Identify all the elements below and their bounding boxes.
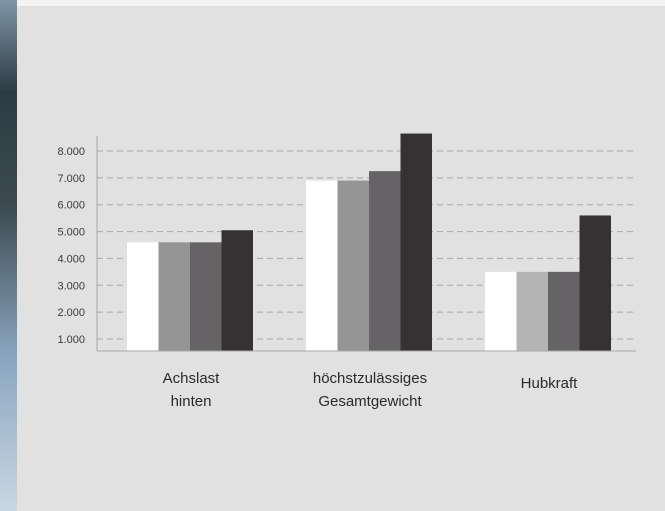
category-label: Achslast bbox=[163, 370, 221, 387]
y-tick-label: 3.000 bbox=[57, 280, 85, 292]
bar bbox=[306, 180, 338, 351]
bar bbox=[221, 230, 253, 351]
bar-chart: 1.000 2.000 3.000 4.000 5.000 6.000 7.000 8.000… bbox=[57, 133, 636, 410]
bar bbox=[337, 180, 369, 351]
top-border bbox=[17, 0, 665, 6]
background-photo-strip bbox=[0, 0, 17, 511]
bar bbox=[579, 215, 611, 351]
bar bbox=[127, 242, 159, 351]
bar bbox=[369, 171, 401, 351]
bar bbox=[400, 133, 432, 351]
category-label: hinten bbox=[171, 393, 212, 410]
bars bbox=[127, 133, 611, 351]
bar bbox=[190, 242, 222, 351]
category-label: Hubkraft bbox=[521, 375, 579, 392]
y-tick-label: 5.000 bbox=[57, 227, 85, 239]
y-tick-label: 6.000 bbox=[57, 200, 85, 212]
y-tick-label: 2.000 bbox=[57, 307, 85, 319]
y-tick-label: 1.000 bbox=[57, 334, 85, 346]
category-labels: Achslast hinten höchstzulässiges Gesamtgewi… bbox=[163, 370, 579, 410]
category-label: höchstzulässiges bbox=[313, 370, 427, 387]
axes bbox=[96, 136, 636, 352]
bar bbox=[548, 271, 580, 351]
y-tick-label: 4.000 bbox=[57, 253, 85, 265]
y-tick-label: 7.000 bbox=[57, 173, 85, 185]
category-label: Gesamtgewicht bbox=[318, 393, 422, 410]
y-tick-label: 8.000 bbox=[57, 146, 85, 158]
y-tick-labels: 1.000 2.000 3.000 4.000 5.000 6.000 7.000 8.000 bbox=[57, 146, 85, 346]
bar bbox=[516, 271, 548, 351]
bar bbox=[158, 242, 190, 351]
bar bbox=[485, 271, 517, 351]
